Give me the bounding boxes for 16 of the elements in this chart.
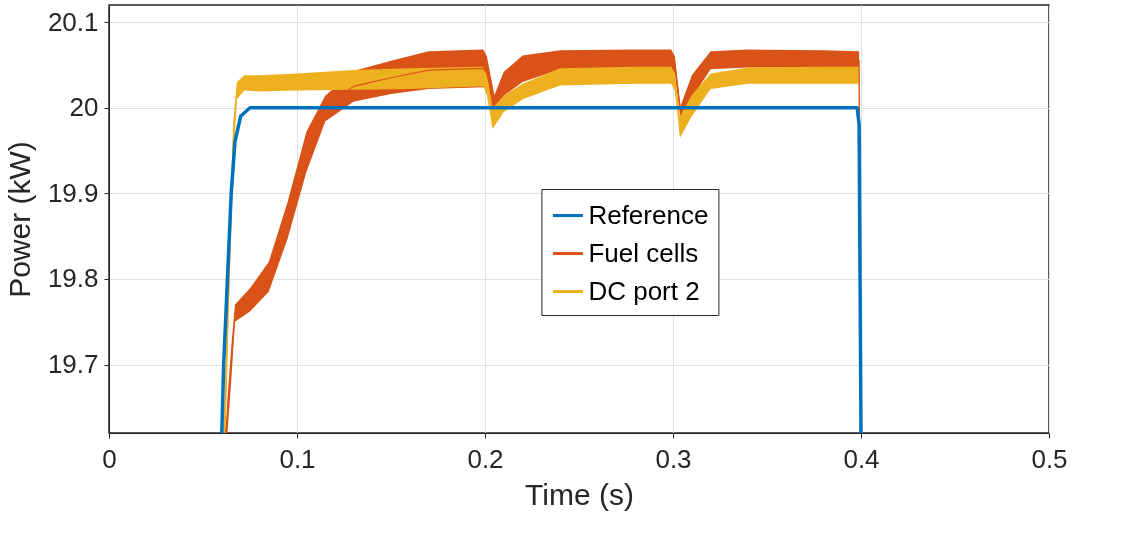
x-tick-label: 0.3 <box>655 443 692 474</box>
x-tick-label: 0.2 <box>467 443 504 474</box>
legend-label: Fuel cells <box>588 237 699 268</box>
y-tick-label: 19.7 <box>47 349 99 380</box>
x-tick-label: 0.1 <box>279 443 316 474</box>
x-axis-title: Time (s) <box>525 477 634 511</box>
y-tick-label: 20.1 <box>47 6 99 37</box>
legend-label: DC port 2 <box>588 275 700 306</box>
x-tick-label: 0.4 <box>843 443 880 474</box>
x-tick-label: 0.5 <box>1031 443 1068 474</box>
y-tick-label: 20 <box>69 92 99 123</box>
y-tick-label: 19.8 <box>47 263 99 294</box>
legend-label: Reference <box>588 199 709 230</box>
x-tick-label: 0 <box>102 443 117 474</box>
y-axis-title: Power (kW) <box>2 141 36 298</box>
y-tick-label: 19.9 <box>47 177 99 208</box>
